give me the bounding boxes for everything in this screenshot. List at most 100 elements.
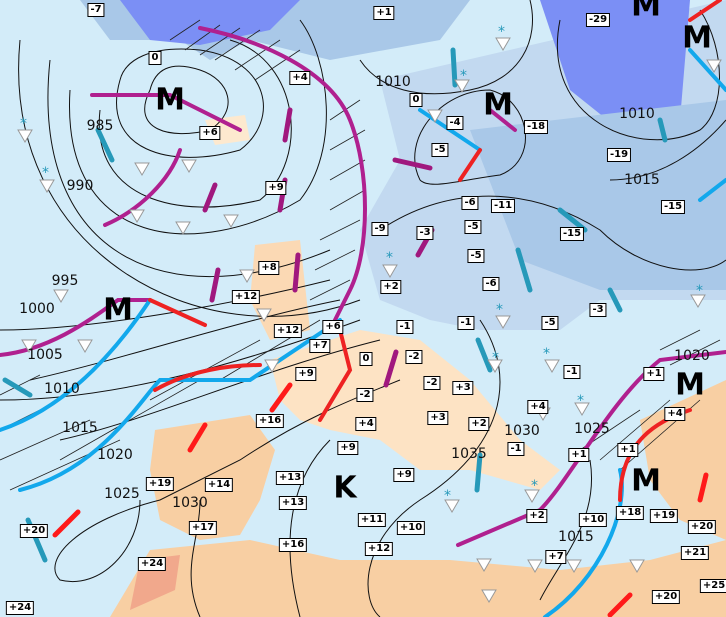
temperature-label: +2 — [468, 417, 490, 431]
temperature-label: +20 — [687, 520, 717, 534]
svg-text:*: * — [444, 488, 451, 504]
temperature-label: +12 — [273, 324, 303, 338]
svg-text:*: * — [696, 283, 703, 299]
temperature-label: +21 — [680, 546, 710, 560]
occluded-front — [103, 148, 182, 227]
temperature-label: -4 — [446, 116, 464, 130]
warm-front — [318, 328, 353, 422]
temperature-label: +20 — [651, 590, 681, 604]
temperature-label: +3 — [452, 381, 474, 395]
temperature-label: -29 — [585, 13, 611, 27]
temperature-label: 0 — [409, 93, 423, 107]
isobar-label: 1025 — [574, 421, 610, 437]
temperature-label: +24 — [5, 601, 35, 615]
temperature-label: -2 — [405, 350, 423, 364]
low-pressure-center: M — [103, 292, 133, 328]
temperature-label: +13 — [275, 471, 305, 485]
temperature-label: -9 — [371, 222, 389, 236]
isobar-label: 1010 — [375, 74, 411, 90]
temperature-label: -7 — [87, 3, 105, 17]
occluded-front — [0, 298, 152, 357]
temperature-label: +10 — [396, 521, 426, 535]
occluded-front — [90, 93, 242, 132]
svg-text:*: * — [42, 165, 49, 181]
temperature-label: +9 — [393, 468, 415, 482]
isobar-label: 995 — [51, 273, 79, 289]
isobar-label: 1015 — [62, 420, 98, 436]
land-areas — [80, 0, 726, 617]
isobar-label: 1035 — [451, 446, 487, 462]
temperature-label: +7 — [309, 339, 331, 353]
temperature-label: +12 — [231, 290, 261, 304]
temperature-label: -5 — [431, 143, 449, 157]
cold-front — [0, 298, 152, 432]
temperature-label: +1 — [373, 6, 395, 20]
temperature-label: +1 — [568, 448, 590, 462]
temperature-label: +20 — [19, 524, 49, 538]
temperature-label: +4 — [527, 400, 549, 414]
temperature-label: +19 — [649, 509, 679, 523]
temperature-label: +13 — [278, 496, 308, 510]
low-pressure-center: M — [675, 367, 705, 403]
temperature-label: +6 — [199, 126, 221, 140]
svg-text:*: * — [531, 478, 538, 494]
temperature-label: +18 — [615, 506, 645, 520]
isobar-label: 1025 — [104, 486, 140, 502]
temperature-label: +16 — [255, 414, 285, 428]
temperature-label: -15 — [660, 200, 686, 214]
isobar-label: 1030 — [172, 495, 208, 511]
temperature-label: -5 — [464, 220, 482, 234]
isobar-label: 1000 — [19, 301, 55, 317]
temperature-label: +12 — [364, 542, 394, 556]
isobar-label: 1020 — [674, 348, 710, 364]
occluded-front — [198, 26, 367, 332]
snow-symbols: * * * * * * * * * * * * — [20, 24, 703, 504]
isobar-label: 1015 — [558, 529, 594, 545]
temperature-label: -2 — [356, 388, 374, 402]
isobar-label: 1015 — [624, 172, 660, 188]
temperature-label: +25 — [699, 579, 726, 593]
temperature-label: -6 — [461, 196, 479, 210]
low-pressure-center: M — [682, 20, 712, 56]
temperature-label: 0 — [359, 352, 373, 366]
low-pressure-center: M — [483, 87, 513, 123]
high-pressure-center: K — [333, 470, 357, 506]
temperature-label: -18 — [523, 120, 549, 134]
warm-front — [148, 298, 207, 327]
occluded-front — [488, 108, 517, 132]
temperature-label: +3 — [427, 411, 449, 425]
warm-front — [153, 363, 262, 392]
temperature-label: -19 — [606, 148, 632, 162]
isobar-label: 1005 — [27, 347, 63, 363]
svg-text:*: * — [498, 24, 505, 40]
temperature-label: +2 — [526, 509, 548, 523]
temperature-label: -1 — [507, 442, 525, 456]
temperature-label: -2 — [423, 376, 441, 390]
temperature-label: +11 — [357, 513, 387, 527]
temperature-label: -5 — [467, 249, 485, 263]
low-pressure-center: M — [155, 82, 185, 118]
temperature-label: +9 — [265, 181, 287, 195]
temperature-label: -1 — [457, 316, 475, 330]
svg-text:*: * — [496, 302, 503, 318]
svg-text:*: * — [460, 68, 467, 84]
temperature-label: +4 — [355, 417, 377, 431]
isobar-label: 1010 — [44, 381, 80, 397]
temperature-label: +16 — [278, 538, 308, 552]
temperature-label: -15 — [559, 227, 585, 241]
isobar-label: 1010 — [619, 106, 655, 122]
temperature-label: +4 — [289, 71, 311, 85]
temperature-label: -11 — [490, 199, 516, 213]
low-pressure-center: M — [631, 463, 661, 499]
svg-text:*: * — [492, 350, 499, 366]
cold-front — [688, 48, 726, 202]
temperature-label: +14 — [204, 478, 234, 492]
temperature-label: +17 — [188, 521, 218, 535]
temperature-label: +2 — [380, 280, 402, 294]
svg-text:*: * — [20, 116, 27, 132]
svg-text:*: * — [577, 393, 584, 409]
temperature-label: -3 — [416, 226, 434, 240]
isobar-label: 1020 — [97, 447, 133, 463]
temperature-label: -3 — [589, 303, 607, 317]
